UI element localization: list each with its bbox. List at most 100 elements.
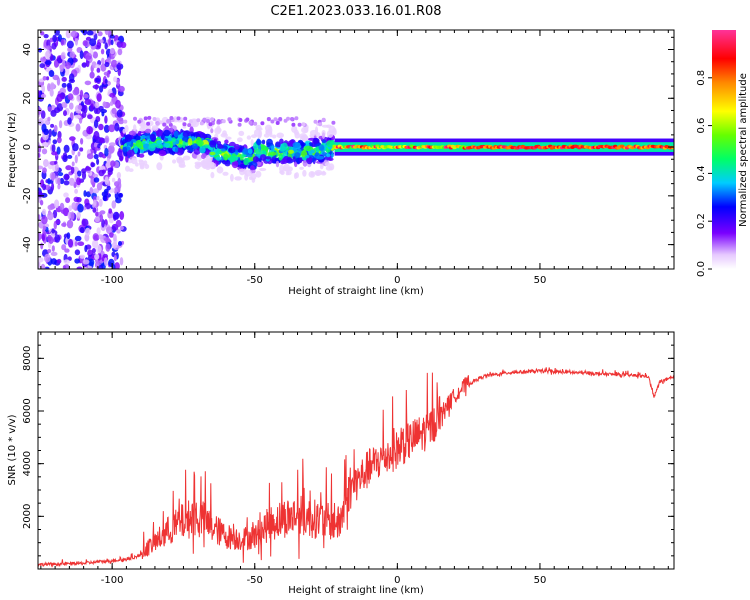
heatmap-cell [82,40,88,47]
heatmap-cell [313,119,318,124]
heatmap-cell [68,205,72,212]
heatmap-cell [61,82,67,88]
spectrogram-x-label: Height of straight line (km) [288,286,424,297]
heatmap-cell [215,156,222,161]
heatmap-cell [178,163,186,168]
heatmap-cell [291,122,296,127]
heatmap-cell [248,148,253,155]
heatmap-cell [318,144,325,151]
colorbar: 0.0 0.2 0.4 0.6 0.8 Normalized spectral ampl… [696,30,749,277]
heatmap-cell [94,101,100,109]
heatmap-cell [287,149,295,154]
spectrogram-y-tick-label: -40 [22,236,33,252]
heatmap-cell [148,143,156,152]
heatmap-cell [187,123,192,128]
heatmap-cell [156,129,163,137]
heatmap-cell [92,233,99,241]
heatmap-cell [302,169,307,177]
heatmap-cell [156,140,163,145]
heatmap-region-0 [38,30,127,269]
heatmap-cell [85,227,91,236]
spectrogram-frame [37,29,675,270]
heatmap-cell [246,153,253,158]
heatmap-cell [65,165,72,171]
heatmap-cell [41,85,45,93]
heatmap-cell [275,160,280,168]
heatmap-cell [51,245,55,252]
heatmap-cell [61,101,67,108]
heatmap-cell [101,111,105,117]
heatmap-cell [128,130,137,137]
heatmap-cell [59,87,67,95]
heatmap-region-2 [332,138,674,156]
colorbar-ticks: 0.0 0.2 0.4 0.6 0.8 [696,70,712,277]
heatmap-cell [62,154,68,163]
heatmap-cell [106,157,111,167]
heatmap-cell [326,130,334,138]
heatmap-cell [52,74,60,81]
heatmap-cell [63,180,70,186]
heatmap-cell [84,166,92,171]
heatmap-cell [137,119,142,124]
heatmap-cell [38,257,44,263]
heatmap-cell [188,119,193,124]
heatmap-cell [96,227,101,235]
snr-x-tick-label: 0 [394,575,400,586]
heatmap-cell [242,148,250,155]
heatmap-cell [57,177,61,186]
heatmap-cell [286,156,292,163]
heatmap-cell [38,48,43,53]
heatmap-cell [87,114,93,120]
heatmap-cell [253,121,258,126]
heatmap-cell [228,147,236,154]
heatmap-cell [56,57,63,64]
heatmap-cell [74,258,80,264]
heatmap-cell [98,264,104,269]
heatmap-cell [321,139,327,144]
heatmap-cell [84,55,92,60]
heatmap-cell [65,197,71,204]
heatmap-cell [124,134,133,142]
heatmap-cell [108,217,114,224]
heatmap-cell [152,117,157,121]
snr-panel: -100 -50 0 50 2000 4000 6000 8000 Height of st… [7,331,675,596]
heatmap-cell [182,122,187,127]
heatmap-cell [122,146,128,153]
heatmap-cell [155,143,162,149]
heatmap-cell [250,172,257,181]
heatmap-cell [113,254,117,262]
heatmap-cell [94,78,101,83]
heatmap-cell [315,171,321,176]
heatmap-cell [98,198,103,207]
heatmap-cell [194,161,202,165]
heatmap-cell [57,183,61,190]
heatmap-cell [266,117,271,121]
heatmap-cell [183,116,188,121]
colorbar-tick-label: 0.6 [696,118,707,134]
heatmap-cell [39,199,44,206]
heatmap-cell [255,139,262,145]
heatmap-cell [46,39,51,48]
heatmap-cell [107,167,114,173]
heatmap-cell [77,104,83,110]
heatmap-cell [84,99,92,105]
heatmap-cell [51,182,55,191]
heatmap-cell [230,173,234,182]
heatmap-cell [69,51,76,59]
heatmap-cell [300,142,306,147]
heatmap-cell [38,261,41,269]
heatmap-cell [66,219,74,229]
heatmap-cell [106,72,110,78]
heatmap-cell [119,211,125,220]
heatmap-cell [93,153,99,160]
heatmap-cell [63,259,70,265]
heatmap-cell [116,172,122,179]
heatmap-cell [237,137,243,143]
heatmap-cell [321,132,326,139]
spectrogram-x-tick-label: -100 [101,275,124,286]
heatmap-cell [167,137,172,142]
heatmap-cell [96,182,103,191]
heatmap-cell [118,241,122,246]
heatmap-cell [96,195,100,201]
heatmap-cell [216,125,221,133]
